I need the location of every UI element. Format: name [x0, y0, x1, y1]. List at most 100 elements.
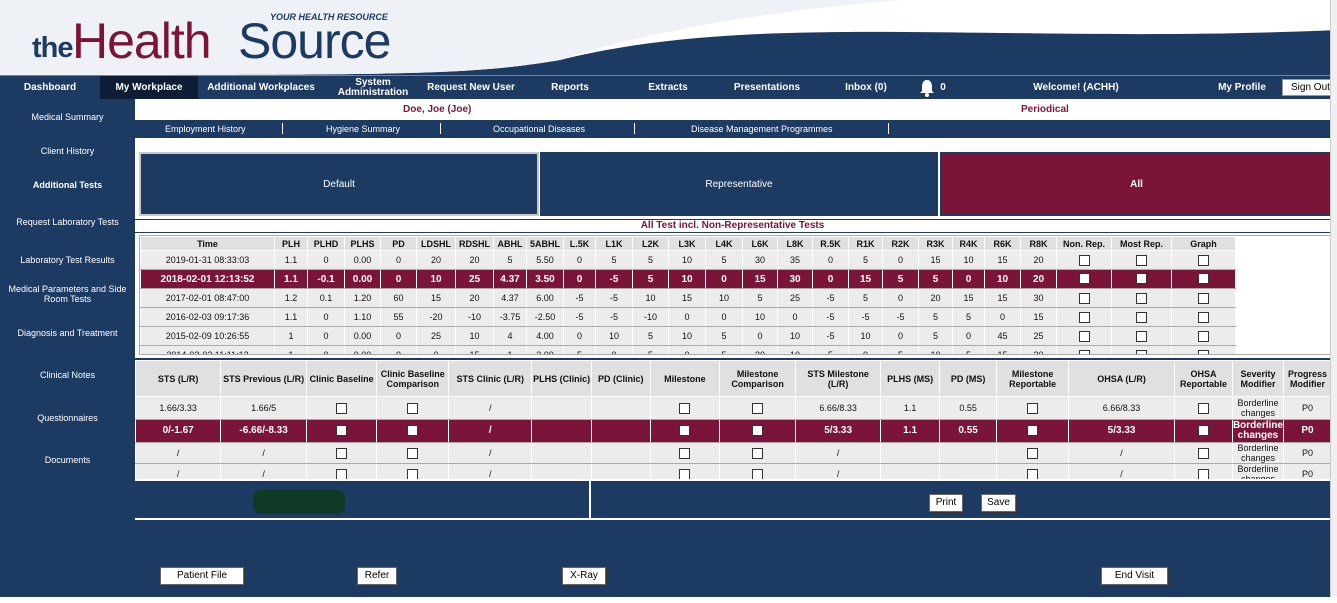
checkbox[interactable] — [1078, 349, 1090, 354]
checkbox[interactable] — [1198, 330, 1209, 342]
nav-reports[interactable]: Reports — [551, 82, 589, 93]
checkbox[interactable] — [1198, 447, 1210, 459]
sidebar-item-medical-summary[interactable]: Medical Summary — [31, 112, 104, 122]
sidebar-item-client-history[interactable]: Client History — [40, 146, 95, 156]
subnav-hygiene-summary[interactable]: Hygiene Summary — [326, 124, 401, 134]
column-header: R.5K — [812, 236, 849, 251]
visit-type: Periodical — [1021, 104, 1069, 115]
checkbox[interactable] — [1198, 425, 1210, 437]
checkbox[interactable] — [1198, 402, 1210, 414]
checkbox[interactable] — [1136, 292, 1147, 304]
table-row[interactable]: / / / / / Borderline changes P0 — [135, 463, 1332, 479]
subnav-employment-history[interactable]: Employment History — [165, 124, 246, 134]
checkbox[interactable] — [1027, 447, 1039, 459]
table-cell: 10 — [984, 269, 1021, 289]
checkbox[interactable] — [1027, 468, 1039, 479]
nav-system-administration[interactable]: System Administration — [337, 77, 409, 98]
checkbox[interactable] — [1136, 330, 1147, 342]
checkbox[interactable] — [1198, 311, 1209, 323]
checkbox[interactable] — [1027, 402, 1039, 414]
sign-out-button[interactable]: Sign Out — [1282, 79, 1337, 96]
table-row[interactable]: 2014-02-03 11:11:12 1 0 0.00 0 0 15 1 3.00 5 0 5 0 5 3… — [140, 345, 1236, 354]
sub-nav: Employment History Hygiene Summary Occup… — [135, 120, 1330, 138]
page-scrollbar[interactable] — [1330, 0, 1337, 603]
table-cell: 20 — [1020, 345, 1057, 354]
table-row[interactable]: / / / / / Borderline changes P0 — [135, 442, 1332, 464]
audiogram-table-container[interactable]: Time PLH PLHD PLHS PD LDSHL RDSHL ABHL 5ABHL L.5K… — [139, 235, 1331, 355]
sidebar-item-documents[interactable]: Documents — [44, 455, 91, 465]
sidebar-item-additional-tests[interactable]: Additional Tests — [32, 180, 103, 190]
tab-default[interactable]: Default — [139, 152, 539, 216]
sts-table-container[interactable]: STS (L/R) STS Previous (L/R) Clinic Baseli… — [135, 358, 1332, 479]
nav-extracts[interactable]: Extracts — [648, 82, 688, 93]
table-cell: 45 — [984, 326, 1021, 346]
checkbox[interactable] — [679, 468, 691, 479]
save-button[interactable]: Save — [981, 494, 1016, 512]
nav-dashboard[interactable]: Dashboard — [23, 82, 77, 93]
bell-icon[interactable] — [917, 78, 937, 98]
nav-my-workplace[interactable]: My Workplace — [100, 76, 198, 100]
table-cell: -5 — [563, 307, 596, 327]
sidebar-item-diagnosis-treatment[interactable]: Diagnosis and Treatment — [17, 328, 118, 338]
sidebar-item-medical-parameters[interactable]: Medical Parameters and Side Room Tests — [8, 284, 127, 304]
checkbox[interactable] — [1078, 330, 1090, 342]
tab-representative[interactable]: Representative — [540, 152, 938, 216]
checkbox[interactable] — [336, 447, 348, 459]
checkbox[interactable] — [1198, 468, 1210, 479]
nav-my-profile[interactable]: My Profile — [1218, 82, 1266, 93]
table-row[interactable]: 2019-01-31 08:33:03 1.1 0 0.00 0 20 20 5 5.50 0 5 5… — [140, 250, 1236, 270]
checkbox[interactable] — [1078, 273, 1090, 285]
checkbox[interactable] — [752, 447, 764, 459]
checkbox[interactable] — [336, 425, 348, 437]
checkbox[interactable] — [1136, 311, 1147, 323]
table-row[interactable]: 1.66/3.33 1.66/5/6.66/8.33 1.1 0.55 6.66/8.3… — [135, 396, 1332, 420]
print-button[interactable]: Print — [929, 494, 963, 512]
checkbox[interactable] — [1078, 292, 1090, 304]
sidebar-item-request-lab-tests[interactable]: Request Laboratory Tests — [16, 217, 119, 227]
checkbox[interactable] — [336, 402, 348, 414]
checkbox[interactable] — [679, 425, 691, 437]
checkbox[interactable] — [336, 468, 348, 479]
sidebar-item-lab-test-results[interactable]: Laboratory Test Results — [20, 255, 115, 265]
checkbox[interactable] — [1198, 254, 1209, 266]
checkbox[interactable] — [1136, 349, 1147, 354]
column-header: L4K — [705, 236, 743, 251]
checkbox[interactable] — [1078, 254, 1090, 266]
checkbox[interactable] — [407, 425, 419, 437]
checkbox[interactable] — [1136, 273, 1147, 285]
nav-presentations[interactable]: Presentations — [733, 82, 801, 93]
column-header: R4K — [952, 236, 985, 251]
checkbox[interactable] — [1198, 349, 1209, 354]
checkbox[interactable] — [752, 402, 764, 414]
nav-additional-workplaces[interactable]: Additional Workplaces — [207, 82, 315, 93]
refer-button[interactable]: Refer — [357, 567, 397, 585]
checkbox[interactable] — [407, 447, 419, 459]
checkbox[interactable] — [407, 468, 419, 479]
checkbox[interactable] — [752, 425, 764, 437]
checkbox[interactable] — [679, 402, 691, 414]
table-row[interactable]: 2016-02-03 09:17:36 1.1 0 1.10 55 -20 -10 -3.75… — [140, 307, 1236, 327]
checkbox[interactable] — [1198, 273, 1209, 285]
sidebar-item-clinical-notes[interactable]: Clinical Notes — [39, 370, 96, 380]
nav-request-new-user[interactable]: Request New User — [427, 82, 515, 93]
subnav-occupational-diseases[interactable]: Occupational Diseases — [493, 124, 586, 134]
column-header: Most Rep. — [1111, 236, 1172, 251]
checkbox[interactable] — [1078, 311, 1090, 323]
patient-file-button[interactable]: Patient File — [160, 567, 244, 585]
checkbox[interactable] — [679, 447, 691, 459]
table-row[interactable]: 0/-1.67 -6.66/-8.33/5/3.33 1.1 0.55 5/3.33 Bo… — [135, 419, 1332, 443]
table-row[interactable]: 2017-02-01 08:47:00 1.2 0.1 1.20 60 15 20 4.37 6… — [140, 288, 1236, 308]
table-row[interactable]: 2015-02-09 10:26:55 1 0 0.00 0 25 10 4 4.00 0 10 5 1… — [140, 326, 1236, 346]
checkbox[interactable] — [752, 468, 764, 479]
table-row[interactable]: 2018-02-01 12:13:52 1.1 -0.1 0.00 0 10 25 4.37 3… — [140, 269, 1236, 289]
checkbox[interactable] — [1198, 292, 1209, 304]
checkbox[interactable] — [407, 402, 419, 414]
tab-all[interactable]: All — [940, 152, 1333, 216]
end-visit-button[interactable]: End Visit — [1101, 567, 1168, 585]
checkbox[interactable] — [1136, 254, 1147, 266]
xray-button[interactable]: X-Ray — [562, 567, 606, 585]
subnav-disease-management[interactable]: Disease Management Programmes — [691, 124, 833, 134]
sidebar-item-questionnaires[interactable]: Questionnaires — [37, 413, 98, 423]
checkbox[interactable] — [1027, 425, 1039, 437]
nav-inbox[interactable]: Inbox (0) — [845, 82, 887, 93]
